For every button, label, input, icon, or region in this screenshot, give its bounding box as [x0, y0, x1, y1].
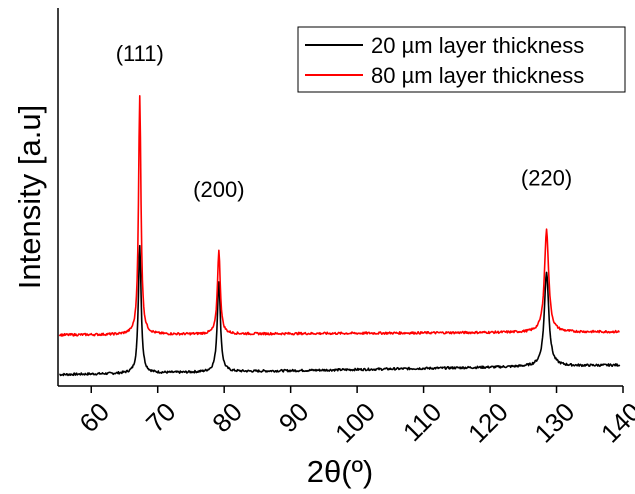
x-tick-label-140: 140: [595, 397, 635, 449]
x-axis-title: 2θ(º): [307, 454, 373, 489]
legend: 20 µm layer thickness 80 µm layer thickn…: [297, 26, 626, 93]
peak-label-111: (111): [116, 41, 164, 66]
peak-label-200: (200): [193, 177, 244, 202]
series-line-80um: [58, 95, 620, 337]
x-tick-label-70: 70: [140, 397, 182, 439]
series-line-20um: [59, 244, 621, 377]
peak-annotations: (111) (200) (220): [116, 41, 573, 202]
series-layer: [58, 95, 621, 377]
x-tick-label-80: 80: [206, 397, 248, 439]
legend-label-20um: 20 µm layer thickness: [371, 33, 584, 58]
legend-box: [297, 26, 626, 93]
y-axis-title: Intensity [a.u]: [12, 105, 47, 289]
x-ticks: 60 70 80 90 100 110 120 130 140: [73, 386, 635, 449]
x-tick-label-90: 90: [273, 397, 315, 439]
x-tick-label-60: 60: [73, 397, 115, 439]
x-tick-label-120: 120: [462, 397, 514, 449]
legend-label-80um: 80 µm layer thickness: [371, 63, 584, 88]
x-tick-label-110: 110: [397, 397, 448, 448]
x-tick-label-100: 100: [329, 397, 381, 449]
x-tick-label-130: 130: [528, 397, 580, 449]
peak-label-220: (220): [521, 166, 572, 191]
